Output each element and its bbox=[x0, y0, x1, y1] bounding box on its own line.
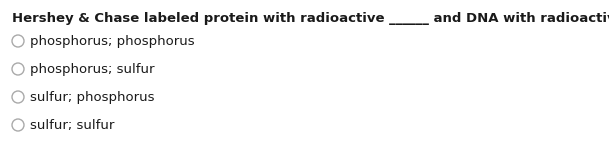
Text: phosphorus; phosphorus: phosphorus; phosphorus bbox=[30, 35, 195, 48]
Text: sulfur; phosphorus: sulfur; phosphorus bbox=[30, 91, 155, 104]
Text: sulfur; sulfur: sulfur; sulfur bbox=[30, 119, 114, 132]
Text: Hershey & Chase labeled protein with radioactive ______ and DNA with radioactive: Hershey & Chase labeled protein with rad… bbox=[12, 12, 609, 25]
Text: phosphorus; sulfur: phosphorus; sulfur bbox=[30, 63, 155, 76]
